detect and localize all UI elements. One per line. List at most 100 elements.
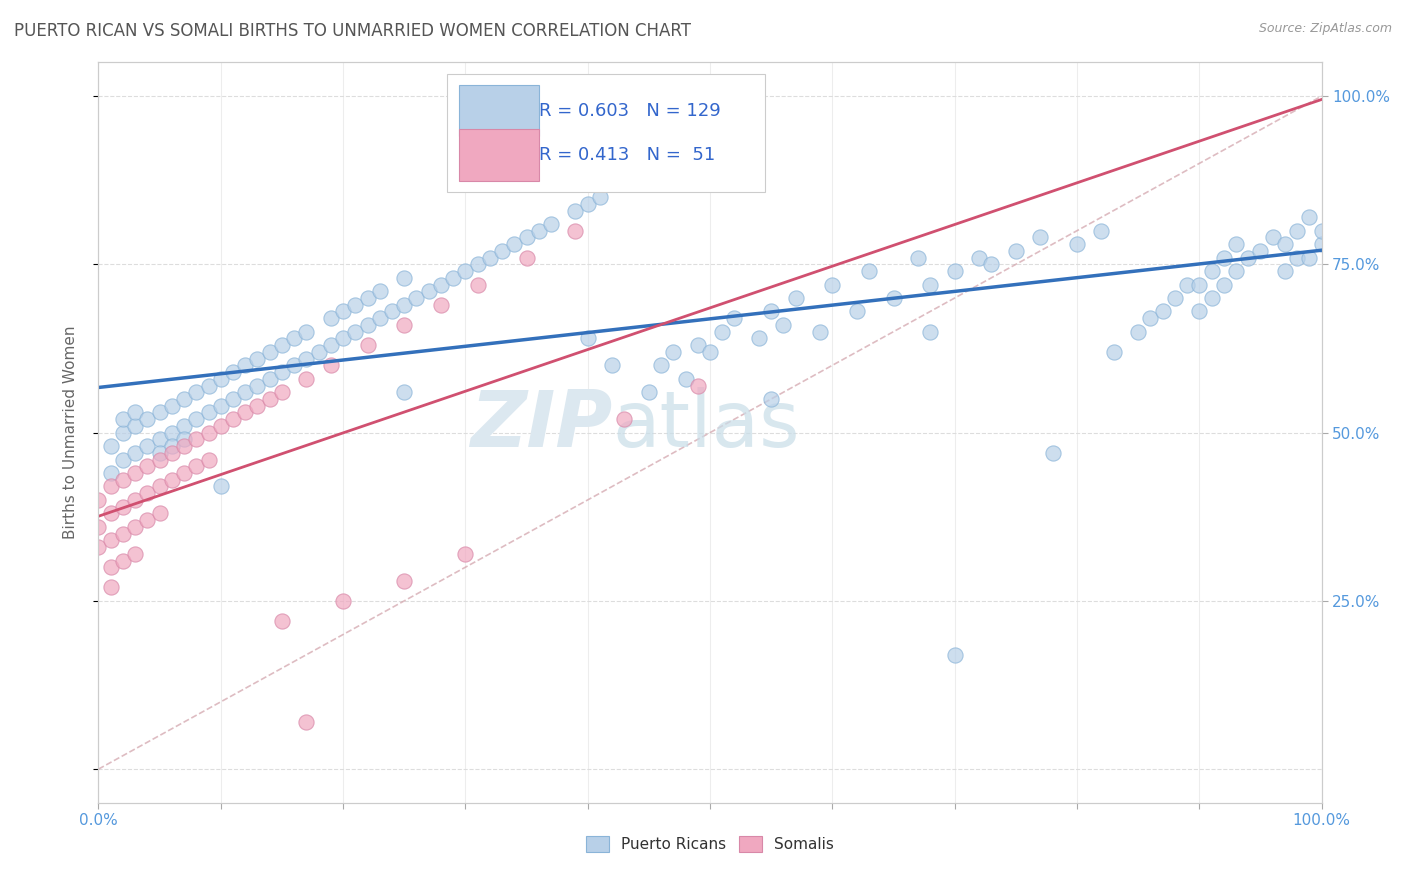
Point xyxy=(920,325,942,339)
Point xyxy=(967,251,990,265)
Point xyxy=(319,338,342,352)
Point xyxy=(222,412,245,426)
Point xyxy=(454,264,477,278)
Point xyxy=(943,648,966,662)
Point xyxy=(392,298,416,312)
Text: R = 0.413   N =  51: R = 0.413 N = 51 xyxy=(538,146,716,164)
Point xyxy=(173,433,195,447)
Point xyxy=(209,372,232,386)
Point xyxy=(319,311,342,326)
Point xyxy=(87,540,110,554)
Point xyxy=(149,452,172,467)
Point xyxy=(259,344,281,359)
Point xyxy=(761,304,783,318)
Point xyxy=(197,378,219,392)
Point xyxy=(319,359,342,373)
Point xyxy=(1188,277,1211,292)
Point xyxy=(1090,224,1112,238)
Text: PUERTO RICAN VS SOMALI BIRTHS TO UNMARRIED WOMEN CORRELATION CHART: PUERTO RICAN VS SOMALI BIRTHS TO UNMARRI… xyxy=(14,22,692,40)
Point xyxy=(100,507,122,521)
Point xyxy=(1042,446,1064,460)
Point xyxy=(197,452,219,467)
Point xyxy=(149,433,172,447)
Point xyxy=(392,385,416,400)
Point xyxy=(1261,230,1284,244)
Point xyxy=(222,365,245,379)
Point xyxy=(430,298,453,312)
Point xyxy=(246,351,269,366)
Point xyxy=(356,318,378,332)
Point xyxy=(1225,264,1247,278)
Point xyxy=(295,714,318,729)
Point xyxy=(430,277,453,292)
Point xyxy=(283,359,305,373)
Point xyxy=(467,277,489,292)
Point xyxy=(943,264,966,278)
Point xyxy=(883,291,905,305)
Legend: Puerto Ricans, Somalis: Puerto Ricans, Somalis xyxy=(581,830,839,858)
Text: ZIP: ZIP xyxy=(470,387,612,463)
Point xyxy=(589,190,612,204)
Point xyxy=(149,479,172,493)
Point xyxy=(173,418,195,433)
Point xyxy=(1274,264,1296,278)
Point xyxy=(1029,230,1052,244)
Point xyxy=(87,492,110,507)
Point xyxy=(136,513,159,527)
Point xyxy=(1237,251,1260,265)
Point xyxy=(699,344,721,359)
Point xyxy=(980,257,1002,271)
Point xyxy=(87,520,110,534)
Point xyxy=(233,405,256,419)
Point xyxy=(1175,277,1198,292)
Point xyxy=(111,553,134,567)
Point xyxy=(662,344,685,359)
Point xyxy=(136,486,159,500)
Point xyxy=(111,425,134,440)
Point xyxy=(613,412,636,426)
Point xyxy=(149,405,172,419)
Point xyxy=(173,466,195,480)
Point xyxy=(613,177,636,191)
Point xyxy=(1201,264,1223,278)
Point xyxy=(124,466,146,480)
Point xyxy=(1201,291,1223,305)
Point xyxy=(920,277,942,292)
Y-axis label: Births to Unmarried Women: Births to Unmarried Women xyxy=(63,326,77,540)
Point xyxy=(761,392,783,406)
Point xyxy=(845,304,868,318)
Point xyxy=(283,331,305,345)
Point xyxy=(100,479,122,493)
Point xyxy=(270,614,294,628)
Point xyxy=(173,439,195,453)
Point xyxy=(600,359,623,373)
Point xyxy=(295,351,318,366)
Point xyxy=(100,533,122,548)
Point xyxy=(454,547,477,561)
Point xyxy=(111,526,134,541)
Point xyxy=(441,270,464,285)
Point xyxy=(1286,224,1309,238)
Point xyxy=(124,405,146,419)
Point xyxy=(209,418,232,433)
Point xyxy=(576,196,599,211)
Point xyxy=(1139,311,1161,326)
Point xyxy=(1310,237,1333,252)
Point xyxy=(723,311,745,326)
Point xyxy=(344,298,367,312)
Point xyxy=(233,359,256,373)
Point xyxy=(515,230,537,244)
Point xyxy=(821,277,844,292)
Point xyxy=(748,331,770,345)
Point xyxy=(491,244,513,258)
Point xyxy=(392,270,416,285)
Point xyxy=(149,507,172,521)
Point xyxy=(209,479,232,493)
Point xyxy=(405,291,427,305)
Point xyxy=(564,203,586,218)
Point xyxy=(808,325,831,339)
Point xyxy=(136,439,159,453)
Point xyxy=(308,344,330,359)
Point xyxy=(100,581,122,595)
Point xyxy=(540,217,562,231)
